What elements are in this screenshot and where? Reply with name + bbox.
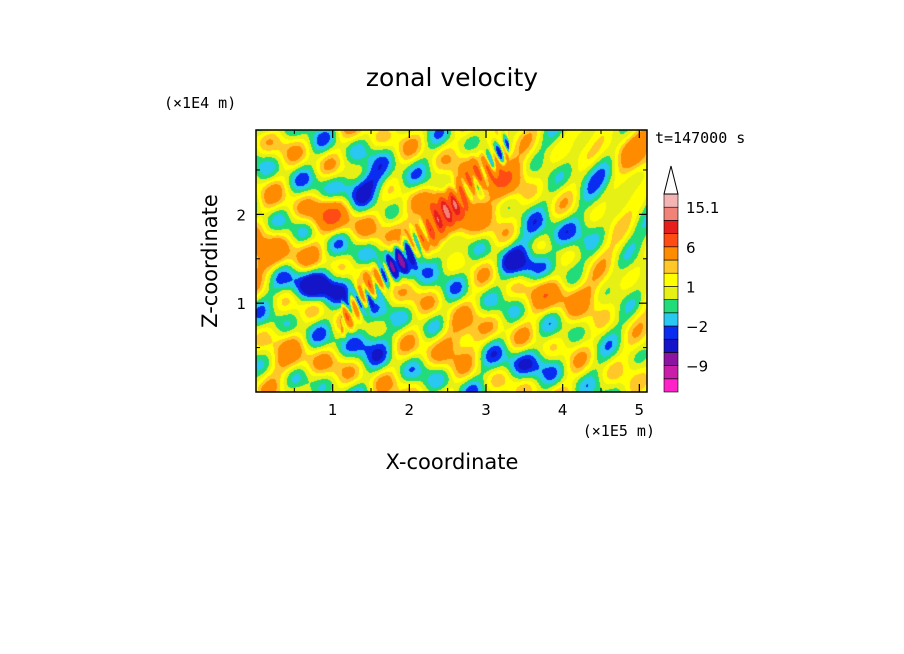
colorbar-swatch [663, 312, 679, 327]
colorbar-swatch [663, 246, 679, 261]
chart-title: zonal velocity [366, 63, 538, 92]
y-unit-label: (×1E4 m) [164, 94, 236, 112]
colorbar: 15.1 6 1 −2 −9 [663, 165, 719, 393]
colorbar-label: −2 [686, 318, 708, 336]
colorbar-swatch [663, 352, 679, 366]
x-tick-label: 1 [328, 401, 338, 419]
colorbar-label: 6 [686, 239, 696, 257]
colorbar-swatch [663, 259, 679, 274]
heatmap-field [256, 130, 647, 392]
time-label: t=147000 s [655, 129, 745, 147]
x-axis-title: X-coordinate [386, 450, 519, 474]
colorbar-label: 1 [686, 278, 696, 296]
x-unit-label: (×1E5 m) [583, 422, 655, 440]
x-tick-label: 2 [405, 401, 415, 419]
y-axis-ticks: 12 [236, 169, 647, 349]
colorbar-swatch [663, 193, 679, 208]
x-tick-label: 3 [481, 401, 491, 419]
y-axis-title: Z-coordinate [198, 194, 222, 328]
y-tick-label: 2 [236, 206, 246, 224]
x-tick-label: 4 [558, 401, 568, 419]
plot-frame [255, 129, 648, 393]
colorbar-swatch [663, 272, 679, 287]
colorbar-swatch [663, 286, 679, 300]
colorbar-swatch [663, 299, 679, 314]
colorbar-swatch [663, 220, 679, 234]
colorbar-extend-arrow [663, 165, 679, 195]
colorbar-swatch [663, 325, 679, 340]
colorbar-swatch [663, 338, 679, 353]
x-axis-ticks: 1 2 3 4 5 [293, 130, 645, 419]
x-tick-label: 5 [635, 401, 645, 419]
colorbar-label: −9 [686, 358, 708, 376]
colorbar-label: 15.1 [686, 199, 719, 217]
y-tick-label: 1 [236, 295, 246, 313]
colorbar-swatch [663, 233, 679, 248]
colorbar-swatch [663, 378, 679, 393]
colorbar-swatch [663, 365, 679, 380]
colorbar-swatch [663, 206, 679, 221]
